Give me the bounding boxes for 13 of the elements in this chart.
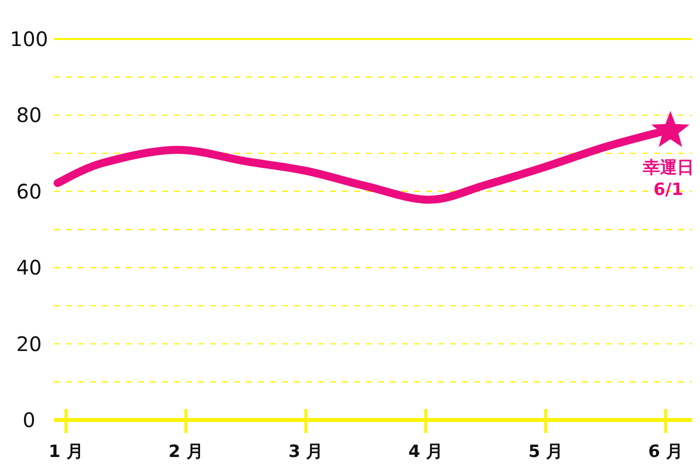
y-tick-label: 100 (10, 27, 48, 51)
x-tick-label: 5 月 (528, 442, 564, 462)
y-tick-label: 20 (16, 332, 42, 356)
y-tick-label: 0 (22, 408, 36, 432)
x-tick-label: 3 月 (288, 442, 324, 462)
annotation: 幸運日 6/1 (642, 158, 694, 200)
x-tick-label: 2 月 (168, 442, 204, 462)
y-tick-label: 80 (16, 103, 42, 128)
x-tick-label: 4 月 (408, 442, 444, 462)
y-tick-label: 60 (16, 179, 42, 204)
x-tick-label: 1 月 (48, 442, 84, 462)
x-tick-label: 6 月 (648, 442, 683, 462)
y-tick-label: 40 (16, 256, 42, 280)
